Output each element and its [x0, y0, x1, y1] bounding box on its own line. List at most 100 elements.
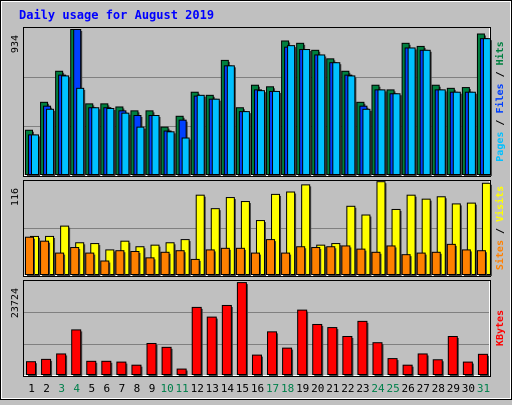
bar-kbytes-day-30	[462, 361, 474, 376]
day-label-12: 12	[191, 382, 204, 395]
bar-sites-day-29-face	[446, 243, 456, 276]
bar-kbytes-day-9	[146, 342, 158, 376]
visits-panel-legend: Sites / Visits	[494, 186, 506, 270]
bar-kbytes-day-3	[56, 353, 68, 376]
outer-highlight	[1, 1, 511, 399]
bar-pages-day-8-face	[136, 126, 145, 175]
bar-sites-day-23-face	[356, 248, 366, 276]
chart-title: Daily usage for August 2019	[19, 8, 214, 22]
bar-kbytes-day-6	[101, 360, 113, 376]
bar-sites-day-15-face	[235, 247, 245, 276]
bar-kbytes-day-13	[206, 316, 218, 376]
bar-sites-day-28-face	[431, 251, 441, 276]
bar-pages-day-9	[151, 115, 161, 176]
bar-kbytes-day-16-face	[251, 354, 262, 375]
day-label-21: 21	[326, 382, 339, 395]
bar-pages-day-18-face	[287, 45, 296, 175]
bar-pages-day-24	[377, 89, 387, 176]
bar-sites-day-18	[281, 252, 292, 276]
bar-pages-day-31	[482, 38, 492, 176]
bar-kbytes-day-19-face	[297, 309, 308, 375]
bar-kbytes-day-15	[236, 282, 248, 376]
visits-panel-max-label: 116	[10, 188, 21, 206]
bar-sites-day-4	[70, 247, 81, 276]
day-label-20: 20	[311, 382, 324, 395]
bar-sites-day-17	[266, 239, 277, 276]
bar-sites-day-10-face	[160, 251, 170, 276]
bar-pages-day-17	[272, 90, 282, 176]
bar-pages-day-13-face	[211, 98, 220, 175]
bar-kbytes-day-31-face	[477, 353, 488, 376]
hits-panel-legend-separator: /	[495, 114, 506, 132]
bar-kbytes-day-20	[312, 323, 324, 376]
bar-pages-day-26-face	[407, 47, 416, 175]
bar-pages-day-29-face	[452, 91, 461, 175]
bar-kbytes-day-18	[282, 347, 294, 376]
bar-sites-day-3-face	[55, 252, 65, 276]
bar-kbytes-day-5-face	[86, 360, 97, 375]
bar-pages-day-8	[136, 126, 146, 176]
bar-pages-day-4-face	[76, 87, 85, 175]
bar-pages-day-19-face	[302, 49, 311, 176]
visits-panel-legend-visits: Visits	[494, 186, 506, 222]
day-label-6: 6	[104, 382, 111, 395]
bar-sites-day-28	[431, 251, 442, 276]
bar-kbytes-day-2	[41, 358, 53, 376]
bar-kbytes-day-8	[131, 364, 143, 376]
bar-pages-day-12	[196, 94, 206, 176]
bar-sites-day-27-face	[416, 252, 426, 276]
hits-panel-legend-hits: Hits	[494, 41, 506, 65]
bar-sites-day-11-face	[175, 250, 185, 275]
bar-pages-day-1	[31, 134, 40, 176]
bar-kbytes-day-24	[372, 342, 384, 376]
bar-kbytes-day-10-face	[161, 346, 172, 375]
bar-kbytes-day-21	[327, 327, 339, 376]
bar-kbytes-day-7-face	[116, 361, 127, 376]
day-label-31: 31	[477, 382, 490, 395]
day-label-10: 10	[160, 382, 173, 395]
bar-kbytes-day-3-face	[56, 353, 67, 375]
bar-sites-day-19	[296, 246, 307, 276]
day-label-8: 8	[134, 382, 141, 395]
bar-pages-day-22-face	[347, 75, 356, 175]
bar-sites-day-26	[401, 254, 412, 276]
bar-kbytes-day-14	[221, 304, 233, 376]
bar-kbytes-day-20-face	[312, 323, 323, 375]
bar-sites-day-21-face	[326, 246, 336, 275]
bar-sites-day-10	[160, 251, 171, 276]
bar-sites-day-6-face	[100, 260, 110, 276]
bar-pages-day-18	[287, 45, 297, 176]
bar-pages-day-6	[106, 108, 116, 176]
day-label-26: 26	[402, 382, 415, 395]
hits-panel-legend: Pages / Files / Hits	[494, 41, 506, 161]
bar-pages-day-21	[332, 62, 342, 176]
kbytes-panel-max-label: 23724	[10, 288, 21, 318]
bar-kbytes-day-30-face	[462, 361, 473, 376]
bar-kbytes-day-13-face	[206, 316, 217, 375]
bar-pages-day-29	[452, 91, 462, 176]
day-label-5: 5	[88, 382, 95, 395]
kbytes-panel-legend: KBytes	[495, 310, 506, 346]
day-label-28: 28	[432, 382, 445, 395]
bar-sites-day-5	[85, 252, 96, 276]
day-label-14: 14	[221, 382, 235, 395]
bar-pages-day-14-face	[226, 65, 235, 175]
bar-kbytes-day-19	[297, 309, 309, 376]
bar-kbytes-day-27-face	[417, 353, 428, 375]
bar-sites-day-24	[371, 251, 382, 276]
bar-pages-day-3-face	[61, 75, 70, 175]
bar-kbytes-day-31	[477, 353, 489, 376]
day-label-9: 9	[149, 382, 156, 395]
bar-pages-day-28	[437, 89, 447, 176]
bar-kbytes-day-28-face	[432, 359, 443, 375]
bar-sites-day-15	[235, 247, 246, 276]
day-label-3: 3	[58, 382, 65, 395]
bar-kbytes-day-29-face	[447, 335, 458, 375]
day-label-16: 16	[251, 382, 264, 395]
bar-kbytes-day-7	[116, 361, 128, 376]
bar-pages-day-5-face	[91, 107, 100, 175]
bar-sites-day-17-face	[266, 239, 276, 276]
bar-kbytes-day-16	[251, 354, 263, 376]
bar-kbytes-day-4-face	[71, 329, 82, 375]
